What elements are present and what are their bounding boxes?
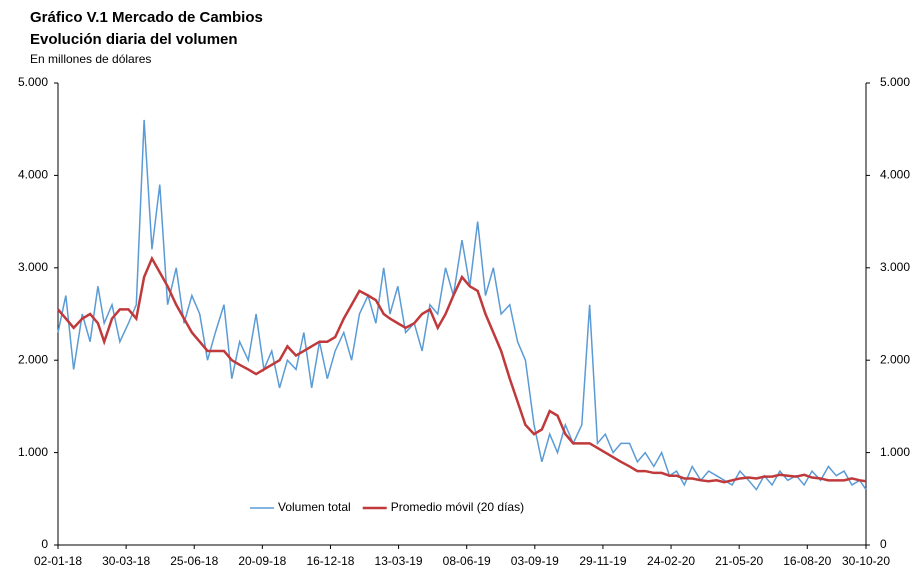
x-tick-label: 24-02-20 (647, 554, 695, 568)
x-tick-label: 29-11-19 (579, 554, 626, 568)
y-tick-label: 2.000 (18, 352, 48, 366)
x-tick-label: 08-06-19 (443, 554, 491, 568)
y-axis-label: En millones de dólares (30, 52, 151, 66)
x-tick-label: 21-05-20 (715, 554, 763, 568)
x-tick-label: 20-09-18 (238, 554, 286, 568)
y2-tick-label: 1.000 (880, 445, 910, 459)
y2-tick-label: 5.000 (880, 75, 910, 89)
legend-label: Volumen total (278, 500, 351, 514)
chart-title: Gráfico V.1 Mercado de Cambios (30, 9, 263, 26)
chart-subtitle: Evolución diaria del volumen (30, 31, 238, 48)
y2-tick-label: 3.000 (880, 260, 910, 274)
y-tick-label: 1.000 (18, 445, 48, 459)
series-line (57, 119, 867, 491)
y2-tick-label: 4.000 (880, 168, 910, 182)
x-tick-label: 03-09-19 (511, 554, 559, 568)
x-tick-label: 25-06-18 (170, 554, 218, 568)
y-tick-label: 0 (41, 537, 48, 551)
y-tick-label: 5.000 (18, 75, 48, 89)
y-tick-label: 4.000 (18, 168, 48, 182)
y-tick-label: 3.000 (18, 260, 48, 274)
y2-tick-label: 0 (880, 537, 887, 551)
x-tick-label: 13-03-19 (375, 554, 423, 568)
x-tick-label: 30-10-20 (842, 554, 890, 568)
x-tick-label: 30-03-18 (102, 554, 150, 568)
x-tick-label: 02-01-18 (34, 554, 82, 568)
x-tick-label: 16-12-18 (306, 554, 354, 568)
y2-tick-label: 2.000 (880, 352, 910, 366)
legend-label: Promedio móvil (20 días) (391, 500, 524, 514)
x-tick-label: 16-08-20 (783, 554, 831, 568)
series-line (57, 255, 867, 484)
